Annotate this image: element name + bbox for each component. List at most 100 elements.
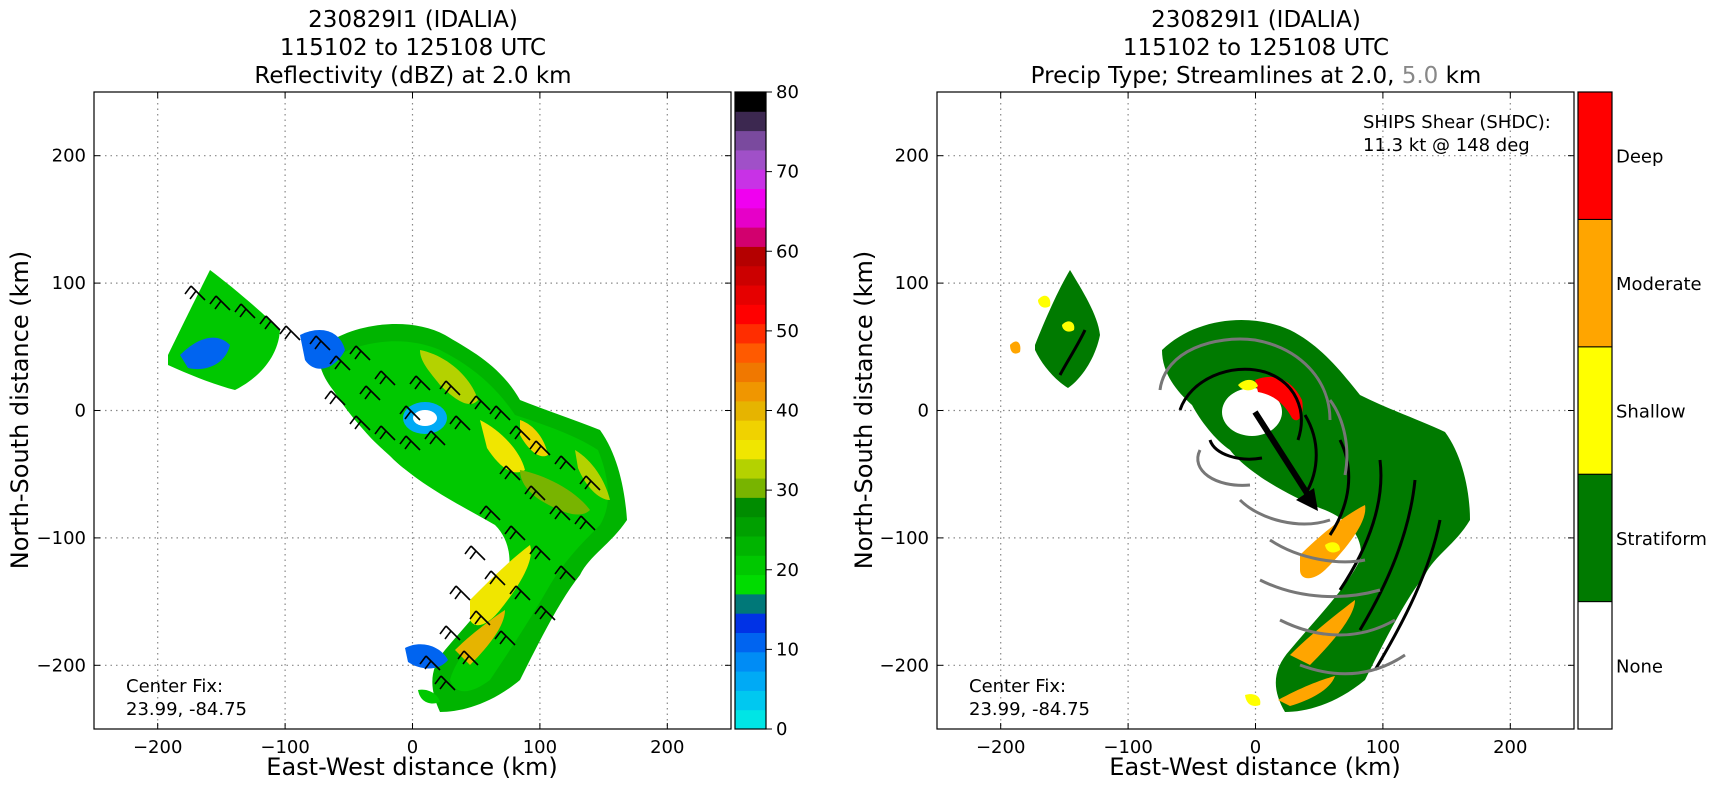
wind-barb-feather bbox=[434, 675, 442, 685]
wind-barb-feather bbox=[284, 330, 292, 340]
wind-barb-feather bbox=[554, 565, 562, 575]
wind-barb-feather bbox=[509, 425, 517, 435]
category-swatch bbox=[1577, 91, 1613, 220]
colorbar-segment bbox=[735, 613, 766, 633]
category-label: Stratiform bbox=[1616, 529, 1707, 550]
wind-barb-shaft bbox=[470, 545, 486, 561]
wind-barb-shaft bbox=[510, 525, 526, 541]
right-title-line1: 230829I1 (IDALIA) bbox=[1151, 7, 1361, 33]
right-axis-ticks: −200 −100 0 100 200 −200 −100 0 100 200 bbox=[880, 92, 1574, 758]
wind-barb-feather bbox=[504, 525, 512, 535]
wind-barb-shaft bbox=[425, 655, 441, 671]
y-tick-label: 100 bbox=[52, 273, 86, 294]
wind-barb-shaft bbox=[530, 485, 546, 501]
wind-barb-shaft bbox=[445, 625, 461, 641]
colorbar-tick-label: 50 bbox=[776, 321, 799, 342]
left-axis-ticks: −200 −100 0 100 200 −200 −100 0 100 200 bbox=[37, 92, 731, 758]
wind-barb-feather bbox=[184, 285, 192, 295]
wind-barb-feather bbox=[409, 375, 417, 385]
colorbar-segment bbox=[735, 304, 766, 325]
wind-barb-feather bbox=[399, 405, 407, 415]
colorbar-segment bbox=[735, 690, 766, 711]
colorbar-segment bbox=[735, 420, 766, 440]
wind-barb-shaft bbox=[455, 415, 471, 431]
wind-barb-shaft bbox=[540, 605, 556, 621]
right-title-5km: 5.0 bbox=[1402, 63, 1439, 89]
y-tick-label: 0 bbox=[75, 401, 86, 422]
wind-barb-shaft bbox=[555, 505, 571, 521]
colorbar-segment bbox=[735, 458, 766, 479]
left-center-fix-label: Center Fix: bbox=[126, 676, 223, 697]
wind-barb-feather bbox=[449, 415, 457, 425]
y-tick-label: −200 bbox=[37, 655, 86, 676]
x-tick-label: −100 bbox=[260, 737, 309, 758]
wind-barb-shaft bbox=[585, 475, 601, 491]
colorbar-segment bbox=[735, 169, 766, 190]
colorbar-tick-label: 70 bbox=[776, 162, 799, 183]
colorbar-segment bbox=[735, 362, 766, 383]
colorbar-segment bbox=[735, 651, 766, 672]
colorbar-segment bbox=[735, 188, 766, 209]
wind-barb-shaft bbox=[580, 515, 596, 531]
x-tick-label: −200 bbox=[133, 737, 182, 758]
reflectivity-colorbar-ticks: 0 10 20 30 40 50 60 70 80 bbox=[766, 82, 799, 740]
wind-barb-shaft bbox=[405, 435, 421, 451]
wind-barb-feather bbox=[379, 430, 387, 440]
colorbar-segment bbox=[735, 207, 766, 228]
colorbar-segment bbox=[735, 149, 766, 170]
right-center-fix-label: Center Fix: bbox=[969, 676, 1066, 697]
wind-barb-feather bbox=[469, 395, 477, 405]
wind-barb-feather bbox=[454, 420, 462, 430]
colorbar-segment bbox=[735, 92, 766, 112]
right-center-fix-value: 23.99, -84.75 bbox=[969, 699, 1090, 720]
wind-barb-feather bbox=[349, 345, 357, 355]
colorbar-segment bbox=[735, 400, 766, 421]
wind-barb-shaft bbox=[560, 565, 576, 581]
colorbar-segment bbox=[735, 709, 766, 730]
wind-barb-feather bbox=[579, 520, 587, 530]
wind-barb-shaft bbox=[515, 425, 531, 441]
colorbar-segment bbox=[735, 227, 766, 247]
colorbar-segment bbox=[735, 265, 766, 286]
wind-barb-feather bbox=[324, 390, 332, 400]
wind-barb-shaft bbox=[365, 385, 381, 401]
wind-barb-feather bbox=[499, 465, 507, 475]
wind-barb-shaft bbox=[535, 440, 551, 456]
right-title-line3: Precip Type; Streamlines at 2.0, 5.0 km bbox=[1031, 63, 1482, 89]
wind-barb-feather bbox=[509, 530, 517, 540]
right-title-precip-part: Precip Type; Streamlines at 2.0, bbox=[1031, 63, 1402, 89]
wind-barb-feather bbox=[474, 400, 482, 410]
colorbar-segment bbox=[735, 535, 766, 556]
wind-barb-feather bbox=[264, 320, 272, 330]
colorbar-tick-label: 30 bbox=[776, 480, 799, 501]
shear-vector-arrow bbox=[1252, 410, 1318, 511]
x-tick-label: 0 bbox=[407, 737, 418, 758]
colorbar-tick-label: 40 bbox=[776, 401, 799, 422]
right-title-line2: 115102 to 125108 UTC bbox=[1123, 35, 1389, 61]
colorbar-tick-label: 60 bbox=[776, 241, 799, 262]
wind-barb-feather bbox=[484, 510, 492, 520]
wind-barb-shaft bbox=[475, 395, 491, 411]
category-label: None bbox=[1616, 656, 1663, 677]
precip-type-panel: 230829I1 (IDALIA) 115102 to 125108 UTC P… bbox=[850, 7, 1707, 781]
wind-barb-shaft bbox=[485, 505, 501, 521]
right-title-km: km bbox=[1438, 63, 1481, 89]
wind-barb-feather bbox=[404, 440, 412, 450]
x-tick-label: 100 bbox=[523, 737, 557, 758]
colorbar-tick-label: 0 bbox=[776, 719, 787, 740]
wind-barb-feather bbox=[529, 440, 537, 450]
precip-type-colorbar-labels: None Stratiform Shallow Moderate Deep bbox=[1616, 147, 1707, 678]
wind-barb-feather bbox=[509, 585, 517, 595]
shear-value: 11.3 kt @ 148 deg bbox=[1363, 135, 1530, 156]
wind-barb-shaft bbox=[355, 415, 371, 431]
wind-barb-feather bbox=[469, 550, 477, 560]
x-tick-label: −200 bbox=[976, 737, 1025, 758]
wind-barb-feather bbox=[554, 455, 562, 465]
wind-barb-feather bbox=[444, 385, 452, 395]
wind-barb-feather bbox=[484, 570, 492, 580]
wind-barb-feather bbox=[534, 445, 542, 455]
category-swatch bbox=[1577, 473, 1613, 603]
wind-barb-shaft bbox=[560, 455, 576, 471]
wind-barb-feather bbox=[354, 350, 362, 360]
wind-barb-shaft bbox=[505, 465, 521, 481]
